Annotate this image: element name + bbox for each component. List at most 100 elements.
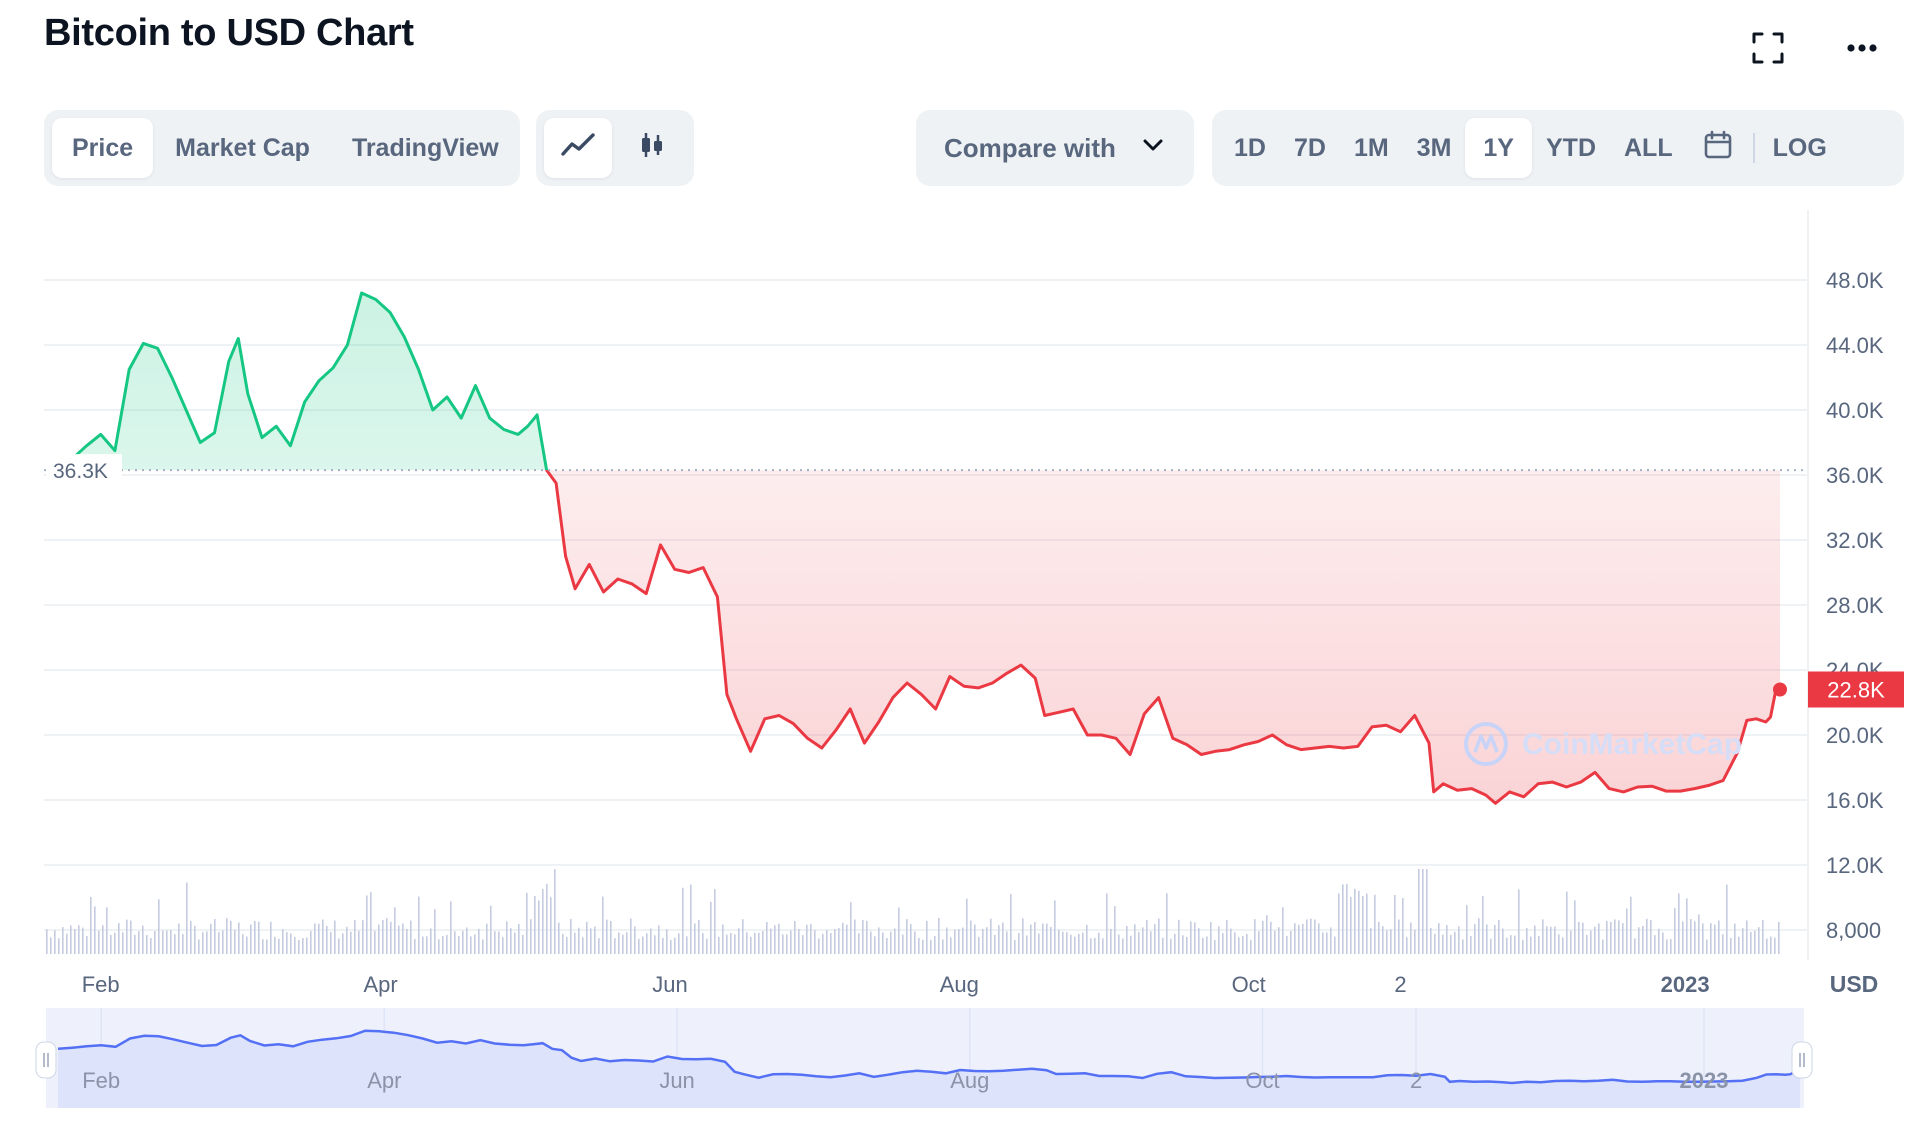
volume-bar [466,927,468,954]
price-chart[interactable]: 36.3K 48.0K 44.0K 40.0K 36.0K 32.0K 28.0K 24.0… [0,200,1916,1118]
navigator-tick-label: 2023 [1680,1068,1729,1093]
range-1m[interactable]: 1M [1353,133,1389,162]
volume-bar [802,935,804,954]
volume-bar [946,927,948,954]
tab-tradingview[interactable]: TradingView [351,133,499,162]
volume-bar [302,938,304,954]
volume-bar [146,935,148,954]
volume-bar [1270,921,1272,954]
volume-bar [1566,891,1568,954]
volume-bar [1546,926,1548,954]
volume-bar [362,920,364,954]
volume-bar [210,923,212,954]
volume-bar [698,919,700,954]
volume-bar [1762,920,1764,954]
x-tick-label: Apr [363,972,397,997]
range-1d[interactable]: 1D [1234,133,1266,162]
volume-bar [934,935,936,954]
volume-bar [958,929,960,954]
y-tick-label: 44.0K [1826,333,1884,358]
range-7d[interactable]: 7D [1293,133,1326,162]
calendar-button[interactable] [1687,118,1749,178]
volume-bar [978,937,980,954]
volume-bar [1422,869,1424,954]
volume-bar [82,927,84,954]
volume-bar [1366,893,1368,954]
candlestick-button[interactable] [618,118,686,178]
volume-bar [394,907,396,954]
more-horizontal-icon[interactable] [1842,28,1882,68]
volume-bar [1754,930,1756,954]
tab-price[interactable]: Price [52,118,154,178]
volume-bar [1606,920,1608,954]
volume-bar [1554,926,1556,954]
time-range-selector: 1D 7D 1M 3M 1Y YTD ALL LOG [1212,110,1904,186]
volume-bar [658,925,660,954]
volume-bar [1106,893,1108,954]
volume-bar [846,924,848,954]
volume-bar [594,926,596,954]
volume-bar [1726,884,1728,954]
volume-bar [1446,925,1448,954]
volume-bar [990,918,992,954]
volume-bar [514,932,516,954]
fullscreen-icon[interactable] [1748,28,1788,68]
volume-bar [50,937,52,954]
volume-bar [1302,923,1304,954]
volume-bar [354,920,356,954]
volume-bar [238,922,240,954]
volume-bar [970,920,972,954]
volume-bar [1558,934,1560,954]
volume-bar [1262,920,1264,954]
range-all[interactable]: ALL [1624,133,1673,162]
volume-bar [62,927,64,954]
volume-bar [102,925,104,954]
volume-bar [834,929,836,954]
volume-bar [1018,933,1020,954]
volume-bar [930,939,932,954]
range-1y[interactable]: 1Y [1465,118,1532,178]
volume-bar [1442,934,1444,954]
volume-bar [1766,938,1768,954]
volume-bar [762,930,764,954]
volume-bar [634,926,636,954]
volume-bar [806,924,808,954]
navigator-right-handle[interactable] [1791,1041,1813,1079]
volume-bar [194,925,196,954]
volume-bar [722,924,724,954]
line-chart-button[interactable] [544,118,612,178]
volume-bar [1182,935,1184,954]
current-price-label: 22.8K [1827,678,1885,703]
volume-bar [882,932,884,954]
volume-bar [1282,907,1284,954]
volume-bar [1354,888,1356,954]
compare-with-dropdown[interactable]: Compare with [916,110,1194,186]
volume-bar [1590,930,1592,954]
volume-bar [1146,920,1148,954]
volume-bar [1454,931,1456,954]
watermark: CoinMarketCap [1464,722,1742,766]
volume-bar [382,919,384,954]
volume-bar [422,936,424,954]
volume-bar [894,928,896,954]
volume-bar [526,892,528,954]
line-chart-icon [561,132,595,165]
navigator-tick-label: 2 [1410,1068,1422,1093]
volume-bar [718,936,720,954]
range-ytd[interactable]: YTD [1546,133,1596,162]
volume-bar [838,927,840,954]
volume-bar [1474,924,1476,954]
volume-bar [902,934,904,954]
volume-bar [1186,937,1188,954]
log-scale-toggle[interactable]: LOG [1772,133,1827,162]
volume-bar [558,922,560,954]
volume-bar [1010,894,1012,954]
volume-bar [738,928,740,954]
volume-bar [586,921,588,954]
volume-bar [294,936,296,954]
volume-bar [430,928,432,954]
tab-market-cap[interactable]: Market Cap [175,133,310,162]
range-3m[interactable]: 3M [1416,133,1452,162]
volume-bar [278,938,280,954]
navigator-left-handle[interactable] [35,1041,57,1079]
